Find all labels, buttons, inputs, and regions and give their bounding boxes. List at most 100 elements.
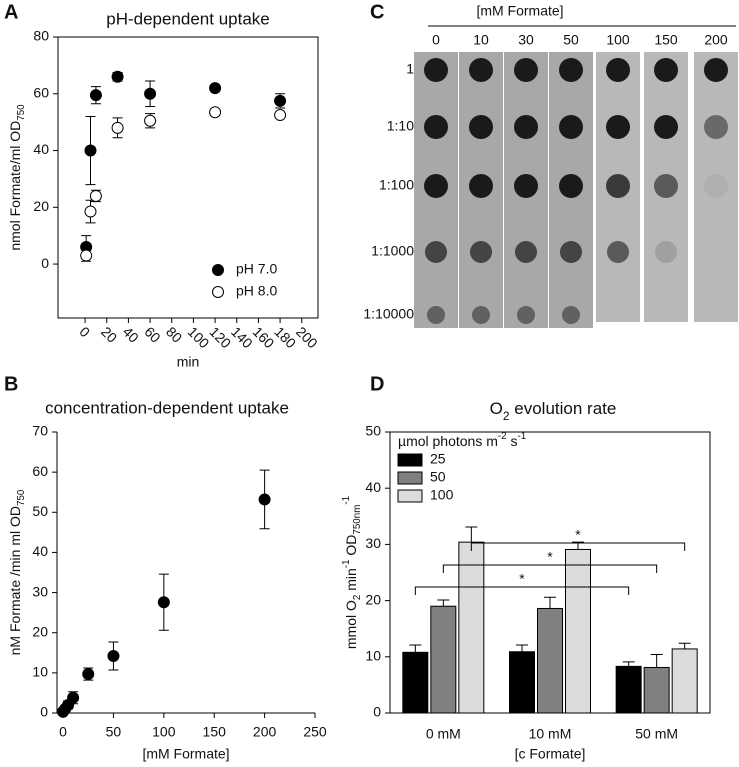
plot-frame <box>57 36 319 319</box>
x-tick-label: 200 <box>253 724 277 740</box>
data-point <box>84 205 97 218</box>
y-tick-label: 50 <box>32 503 48 519</box>
x-tick-label: 0 mM <box>426 726 461 742</box>
y-tick-label: 60 <box>33 84 49 100</box>
significance-label: * <box>547 549 553 565</box>
colony-spot <box>427 306 445 324</box>
significance-bracket <box>442 564 658 573</box>
legend-marker <box>212 264 224 276</box>
colony-spot <box>424 174 448 198</box>
y-tick-label: 80 <box>33 28 49 44</box>
error-bar <box>437 599 450 607</box>
data-point <box>274 109 287 122</box>
y-axis-label-part: -1 <box>341 496 352 505</box>
header: [mM Formate] <box>476 3 563 19</box>
y-axis-label-part: 750 <box>16 104 27 121</box>
legend-label: 100 <box>430 487 454 503</box>
data-point <box>67 691 80 704</box>
data-point <box>80 249 93 262</box>
significance-label: * <box>575 527 581 543</box>
column-label: 50 <box>563 32 579 48</box>
significance-bracket <box>414 586 630 595</box>
error-bar <box>516 644 528 652</box>
data-point <box>89 189 102 202</box>
column-label: 200 <box>704 32 728 48</box>
y-tick-label: 40 <box>32 543 48 559</box>
bar <box>643 666 670 714</box>
bar <box>458 541 485 714</box>
error-bar <box>622 661 635 667</box>
colony-spot <box>704 58 728 82</box>
y-axis-label-part: min <box>343 568 359 594</box>
bar <box>537 607 563 714</box>
y-tick-label: 0 <box>40 704 48 720</box>
significance-label: * <box>519 571 525 587</box>
bar <box>430 605 457 714</box>
colony-spot <box>654 58 678 82</box>
legend-label: 50 <box>430 469 446 485</box>
y-tick-label: 0 <box>373 704 381 720</box>
legend-label: pH 8.0 <box>236 283 277 299</box>
error-bar <box>678 642 691 649</box>
data-point <box>111 70 124 83</box>
error-bar <box>544 596 556 609</box>
data-point <box>258 493 271 506</box>
data-point <box>157 596 170 609</box>
colony-spot <box>514 58 538 82</box>
colony-spot <box>606 58 630 82</box>
colony-spot <box>607 241 629 263</box>
colony-spot <box>424 115 448 139</box>
chart-title-part: evolution rate <box>510 399 617 418</box>
row-label: 1:100 <box>379 177 414 193</box>
y-tick-label: 30 <box>32 583 48 599</box>
legend-swatch <box>397 471 423 485</box>
panel-label: B <box>4 373 18 395</box>
y-axis-label-part: 750nm <box>352 505 363 535</box>
y-axis-label-part: mmol O <box>343 600 359 649</box>
colony-spot <box>424 58 448 82</box>
y-tick-label: 60 <box>32 463 48 479</box>
colony-spot <box>470 241 492 263</box>
colony-spot <box>472 306 490 324</box>
y-axis-label-part: nM Formate /min ml OD <box>7 506 23 655</box>
data-point <box>107 649 120 662</box>
y-tick-label: 20 <box>33 198 49 214</box>
x-axis-label: [mM Formate] <box>142 746 229 762</box>
colony-spot <box>514 174 538 198</box>
panel-label: C <box>370 1 384 23</box>
bar <box>615 665 642 714</box>
colony-spot <box>606 174 630 198</box>
y-axis-label: mmol O2 min-1 OD750nm-1 <box>341 496 363 649</box>
data-point <box>144 114 157 127</box>
legend-title-part: -2 <box>498 431 507 442</box>
column-label: 30 <box>518 32 534 48</box>
plate-strip <box>694 52 738 322</box>
colony-spot <box>559 174 583 198</box>
legend-title: µmol photons m-2 s-1 <box>398 431 526 449</box>
chart-title: pH-dependent uptake <box>106 9 270 28</box>
legend-swatch <box>397 453 423 467</box>
y-tick-label: 10 <box>365 648 381 664</box>
y-tick-label: 0 <box>41 255 49 271</box>
chart-title: concentration-dependent uptake <box>45 398 289 417</box>
chart-title-part: O <box>490 399 503 418</box>
bar <box>509 651 535 714</box>
y-tick-label: 70 <box>32 423 48 439</box>
bar <box>671 648 698 714</box>
data-point <box>274 94 287 107</box>
y-axis-label-part: -1 <box>341 559 352 568</box>
legend-title-part: µmol photons m <box>398 433 498 449</box>
panel-label: D <box>370 373 384 395</box>
column-label: 10 <box>473 32 489 48</box>
column-label: 0 <box>432 32 440 48</box>
legend-title-part: s <box>507 433 518 449</box>
legend-swatch <box>397 489 423 503</box>
error-bar <box>650 654 663 668</box>
colony-spot <box>515 241 537 263</box>
y-tick-label: 10 <box>32 664 48 680</box>
bar <box>565 548 591 714</box>
colony-spot <box>655 241 677 263</box>
y-axis-label-part: OD <box>343 535 359 560</box>
chart: concentration-dependent uptake [mM Format… <box>7 398 327 761</box>
data-point <box>209 82 222 95</box>
